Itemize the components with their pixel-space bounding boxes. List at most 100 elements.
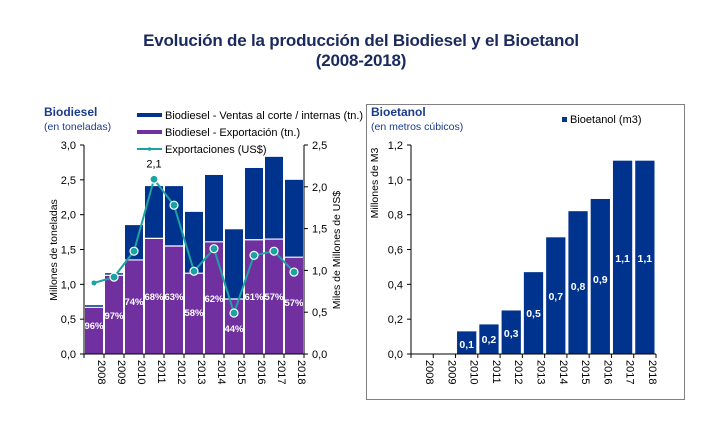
x-tick-label-2015: 2015 [235,360,247,384]
bar-label-2010: 74% [124,297,144,308]
bar-exportacion-2009 [105,275,123,354]
bar-bioetanol-2013 [523,272,544,354]
y-tick-label: 0,0 [388,349,403,361]
bar-ventas-2018 [285,179,303,258]
bar-ventas-2014 [205,174,223,242]
y-tick-label: 1,0 [61,279,76,291]
bioetanol-y-axis-title: Millones de M3 [369,148,381,219]
exportaciones-usd-point-2016 [249,250,259,260]
y-tick-label: 0,0 [61,349,76,361]
bar-bioetanol-2017 [612,160,633,354]
bar-label-2012: 63% [164,292,184,303]
bar-label-2018: 57% [284,298,304,309]
x-tick-label-2016: 2016 [601,360,613,384]
bar-bioetanol-2011 [479,324,499,354]
y-tick-label: 3,0 [61,140,76,152]
bar-label-2013: 58% [184,308,204,319]
y2-tick-label: 1,5 [312,224,327,236]
bar-bioetanol-2016 [590,198,610,354]
line-annotation: 2,1 [146,158,161,170]
exportaciones-usd-point-2013 [189,266,199,276]
bar-ventas-2008 [85,305,103,308]
bar-exportacion-2008 [85,307,103,354]
y-tick-label: 1,2 [388,140,403,152]
bioetanol-chart-subtitle: (en metros cúbicos) [371,121,463,133]
bioetanol-legend: Bioetanol (m3) [562,114,642,126]
bar-exportacion-2010 [125,259,143,354]
exportaciones-usd-point-2009 [109,272,119,282]
bar-bioetanol-2015 [568,211,588,354]
bar-label-2013: 0,5 [526,308,541,320]
biodiesel-y-axis-title: Millones de toneladas [48,199,60,301]
x-tick-label-2008: 2008 [95,360,107,384]
x-tick-label-2013: 2013 [535,360,547,384]
bar-exportacion-2013 [185,273,203,354]
x-tick-label-2011: 2011 [155,360,167,384]
page-subtitle: (2008-2018) [315,51,407,70]
bar-label-2016: 0,9 [593,274,608,286]
x-tick-label-2015: 2015 [579,360,591,384]
y2-tick-label: 0,5 [312,307,327,319]
legend-label-exportacion: Biodiesel - Exportación (tn.) [165,127,300,139]
x-tick-label-2009: 2009 [115,360,127,384]
legend-label-bioetanol: Bioetanol (m3) [570,114,642,126]
bar-label-2015: 0,8 [571,281,586,293]
bar-label-2018: 1,1 [638,253,653,265]
y-tick-label: 0,5 [61,314,76,326]
bar-label-2014: 62% [204,294,224,305]
bioetanol-plot: 0,1 0,2 0,3 0,5 0,7 0,8 0,9 1,1 1,1 0,0 0,2 0,4 0,6 0… [388,140,658,384]
y-tick-label: 0,4 [388,279,403,291]
x-tick-label-2018: 2018 [295,360,307,384]
legend-label-ventas: Biodiesel - Ventas al corte / internas (… [165,110,363,122]
bar-label-2010: 0,1 [459,339,474,351]
bar-label-2012: 0,3 [504,328,519,340]
bar-ventas-2015 [225,229,243,299]
exportaciones-usd-point-2014 [209,244,219,254]
bar-exportacion-2012 [165,246,183,354]
bar-bioetanol-2012 [501,310,521,354]
x-tick-label-2012: 2012 [175,360,187,384]
legend-label-exportaciones-usd: Exportaciones (US$) [165,144,267,156]
bioetanol-chart-title: Bioetanol [371,105,426,119]
bar-label-2017: 57% [264,292,284,303]
biodiesel-chart-subtitle: (en toneladas) [44,121,111,133]
bar-exportacion-2011 [145,238,163,354]
y-tick-label: 1,0 [388,175,403,187]
bar-label-2015: 44% [224,324,244,335]
x-tick-label-2016: 2016 [255,360,267,384]
x-tick-label-2011: 2011 [490,360,502,384]
bar-ventas-2017 [265,156,283,240]
y2-tick-label: 1,0 [312,265,327,277]
exportaciones-usd-point-2017 [269,246,279,256]
bar-label-2011: 0,2 [482,334,497,346]
bar-label-2008: 96% [84,321,104,332]
x-tick-label-2014: 2014 [557,360,569,384]
legend-marker-icon [147,147,152,151]
exportaciones-usd-point-2015 [229,308,239,318]
x-tick-label-2009: 2009 [445,360,457,384]
y-tick-label: 2,5 [61,175,76,187]
biodiesel-chart-title: Biodiesel [44,105,97,119]
legend-swatch-ventas [137,113,162,117]
y-tick-label: 0,8 [388,210,403,222]
biodiesel-legend: Biodiesel - Ventas al corte / internas (… [137,110,363,156]
bar-label-2014: 0,7 [548,291,563,303]
bioetanol-frame [366,104,685,400]
y2-tick-label: 2,0 [312,182,327,194]
x-tick-label-2014: 2014 [215,360,227,384]
bar-exportacion-2017 [265,239,283,354]
bar-label-2011: 68% [144,292,164,303]
bar-bioetanol-2018 [635,160,655,354]
y-tick-label: 1,5 [61,245,76,257]
exportaciones-usd-point-2008 [91,280,97,286]
x-tick-label-2013: 2013 [195,360,207,384]
x-tick-label-2012: 2012 [512,360,524,384]
bar-bioetanol-2014 [546,237,566,354]
biodiesel-plot: 96%97%74% 68% 63%58%62%44%61% 57%57%0,00,51… [61,140,328,384]
bar-ventas-2012 [165,186,183,247]
legend-swatch-bioetanol [562,117,567,122]
biodiesel-y2-axis-title: Miles de Millones de US$ [331,191,343,310]
bar-exportacion-2018 [285,257,303,354]
y-tick-label: 2,0 [61,210,76,222]
